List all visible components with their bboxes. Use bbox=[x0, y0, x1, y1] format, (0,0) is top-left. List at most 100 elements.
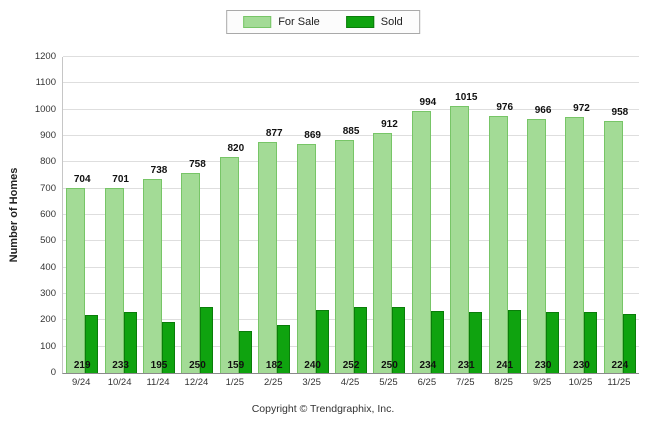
bar-sold bbox=[85, 315, 99, 373]
legend: For Sale Sold bbox=[226, 10, 420, 34]
x-tick-label: 4/25 bbox=[340, 377, 360, 388]
bar-sold bbox=[584, 312, 598, 373]
bar-for-sale bbox=[66, 187, 86, 373]
for-sale-value-label: 820 bbox=[227, 143, 245, 155]
sold-value-label: 195 bbox=[150, 360, 168, 371]
for-sale-swatch-icon bbox=[243, 16, 272, 28]
bar-for-sale bbox=[258, 142, 278, 373]
y-tick-label: 1100 bbox=[35, 77, 56, 89]
for-sale-value-label: 958 bbox=[611, 106, 629, 118]
y-tick-label: 600 bbox=[40, 209, 56, 220]
bar-for-sale bbox=[219, 157, 239, 373]
bar-sold bbox=[546, 312, 560, 373]
bar-sold bbox=[200, 307, 214, 373]
for-sale-value-label: 701 bbox=[112, 174, 129, 186]
sold-swatch-icon bbox=[345, 16, 374, 28]
x-tick-label: 9/25 bbox=[532, 377, 552, 388]
x-tick-label: 5/25 bbox=[379, 377, 398, 388]
for-sale-value-label: 758 bbox=[189, 159, 206, 171]
bar-for-sale bbox=[450, 105, 470, 373]
legend-label-sold: Sold bbox=[380, 16, 403, 28]
y-tick-label: 200 bbox=[40, 314, 56, 326]
chart-group: 738 195 bbox=[140, 57, 178, 373]
chart-group: 1015 231 bbox=[447, 57, 485, 373]
copyright: Copyright © Trendgraphix, Inc. bbox=[251, 403, 395, 415]
sold-value-label: 219 bbox=[73, 360, 91, 371]
for-sale-value-label: 885 bbox=[342, 125, 360, 137]
for-sale-value-label: 1015 bbox=[455, 91, 478, 103]
bar-for-sale bbox=[373, 132, 393, 373]
for-sale-value-label: 869 bbox=[304, 130, 321, 142]
chart-group: 877 182 bbox=[255, 57, 293, 373]
for-sale-value-label: 972 bbox=[573, 103, 590, 115]
legend-item-for-sale: For Sale bbox=[243, 16, 320, 28]
for-sale-value-label: 994 bbox=[419, 97, 437, 109]
y-tick-label: 1200 bbox=[34, 51, 56, 62]
sold-value-label: 231 bbox=[457, 360, 475, 371]
bar-for-sale bbox=[603, 120, 623, 373]
bar-for-sale bbox=[143, 178, 163, 373]
bar-sold bbox=[392, 307, 406, 373]
sold-value-label: 182 bbox=[265, 360, 283, 371]
x-tick-label: 10/25 bbox=[568, 377, 593, 388]
chart-group: 758 250 bbox=[178, 57, 216, 373]
bar-for-sale bbox=[104, 188, 124, 373]
for-sale-value-label: 966 bbox=[534, 104, 552, 116]
chart-group: 869 240 bbox=[293, 57, 331, 373]
chart-group: 972 230 bbox=[562, 57, 600, 373]
sold-value-label: 230 bbox=[573, 360, 590, 371]
y-tick-label: 900 bbox=[40, 130, 56, 141]
y-tick-label: 500 bbox=[40, 235, 56, 247]
chart-group: 820 159 bbox=[217, 57, 255, 373]
bar-for-sale bbox=[565, 117, 585, 373]
sold-value-label: 233 bbox=[112, 360, 129, 371]
x-tick-label: 11/25 bbox=[607, 377, 631, 388]
for-sale-value-label: 912 bbox=[381, 118, 398, 130]
sold-value-label: 159 bbox=[227, 360, 245, 371]
y-tick-label: 300 bbox=[40, 288, 56, 299]
bar-for-sale bbox=[335, 139, 355, 373]
x-tick-label: 8/25 bbox=[494, 377, 513, 388]
for-sale-value-label: 976 bbox=[496, 102, 514, 113]
bar-sold bbox=[123, 311, 137, 373]
chart-group: 994 234 bbox=[409, 57, 447, 373]
x-tick-label: 11/24 bbox=[146, 377, 170, 388]
sold-value-label: 224 bbox=[611, 360, 629, 371]
bar-sold bbox=[507, 309, 521, 373]
legend-item-sold: Sold bbox=[345, 16, 403, 28]
bar-sold bbox=[469, 312, 483, 373]
y-tick-label: 400 bbox=[40, 261, 56, 273]
sold-value-label: 252 bbox=[342, 360, 360, 371]
for-sale-value-label: 877 bbox=[265, 128, 283, 140]
legend-label-for-sale: For Sale bbox=[278, 16, 320, 28]
bar-sold bbox=[354, 306, 368, 373]
y-tick-label: 0 bbox=[50, 367, 56, 378]
bar-for-sale bbox=[296, 144, 316, 373]
chart-group: 912 250 bbox=[370, 57, 408, 373]
chart-group: 885 252 bbox=[332, 57, 370, 373]
sold-value-label: 234 bbox=[419, 360, 437, 371]
x-tick-label: 9/24 bbox=[71, 377, 91, 388]
bar-sold bbox=[315, 309, 329, 373]
sold-value-label: 230 bbox=[534, 360, 552, 371]
bar-for-sale bbox=[411, 111, 431, 373]
bar-sold bbox=[277, 325, 291, 373]
bar-for-sale bbox=[527, 118, 547, 373]
y-tick-label: 800 bbox=[40, 156, 56, 168]
x-tick-label: 12/24 bbox=[184, 377, 209, 388]
y-axis: 0 100 200 300 400 500 600 700 800 900 1000 1100 1200 bbox=[18, 52, 56, 378]
bar-for-sale bbox=[181, 173, 201, 373]
bar-sold bbox=[622, 314, 636, 373]
chart-group: 958 224 bbox=[601, 57, 639, 373]
bar-sold bbox=[430, 311, 444, 373]
y-tick-label: 1000 bbox=[34, 103, 56, 115]
sold-value-label: 240 bbox=[304, 360, 321, 371]
chart-group: 701 233 bbox=[101, 57, 139, 373]
x-tick-label: 2/25 bbox=[263, 377, 283, 388]
sold-value-label: 250 bbox=[381, 360, 398, 371]
x-axis: 9/24 10/24 11/24 12/24 1/25 2/25 3/25 4/25 5/25 6… bbox=[62, 377, 638, 388]
sold-value-label: 250 bbox=[189, 360, 206, 371]
bar-for-sale bbox=[488, 116, 508, 373]
x-tick-label: 1/25 bbox=[225, 377, 245, 388]
x-tick-label: 7/25 bbox=[456, 377, 475, 388]
